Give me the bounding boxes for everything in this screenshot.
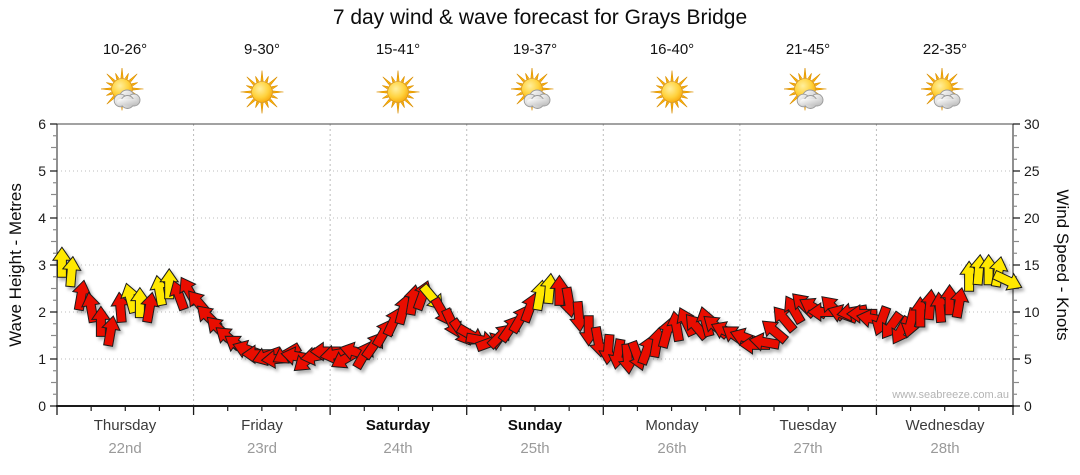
day-icon-wrap [374, 68, 422, 116]
day-temp: 10-26° [102, 41, 148, 58]
x-day-name: Wednesday [905, 417, 985, 434]
wind-arrow [90, 305, 111, 337]
right-tick-label: 25 [1024, 163, 1040, 179]
day-temp: 19-37° [512, 41, 558, 58]
left-tick-label: 3 [38, 257, 46, 273]
x-day-name: Tuesday [779, 417, 837, 434]
right-tick-label: 10 [1024, 304, 1040, 320]
wind-arrows [51, 246, 1023, 375]
right-tick-label: 15 [1024, 257, 1040, 273]
left-tick-label: 0 [38, 398, 46, 414]
wind-arrow [140, 291, 160, 324]
x-day-name: Saturday [365, 417, 431, 434]
wind-arrow [61, 255, 82, 288]
day-icon-wrap [920, 67, 969, 116]
x-day-name: Sunday [507, 417, 563, 434]
right-tick-label: 20 [1024, 210, 1040, 226]
sun-cloud-icon [920, 67, 964, 111]
right-tick-label: 5 [1024, 351, 1032, 367]
sun-icon [376, 70, 420, 114]
left-tick-label: 2 [38, 304, 46, 320]
sun-icon [650, 70, 694, 114]
x-day-date: 26th [657, 440, 687, 457]
sun-cloud-icon [510, 67, 554, 111]
x-day-date: 24th [383, 440, 413, 457]
x-day-name: Thursday [93, 417, 157, 434]
day-temp: 9-30° [243, 41, 281, 58]
wind-arrow [991, 269, 1023, 291]
x-day-name: Monday [645, 417, 699, 434]
sun-cloud-icon [100, 67, 144, 111]
wind-arrow [761, 320, 790, 345]
wind-arrow [101, 315, 121, 347]
page-title: 7 day wind & wave forecast for Grays Bri… [332, 6, 748, 29]
x-day-date: 23rd [246, 440, 278, 457]
day-icon-wrap [648, 68, 696, 116]
day-icon-wrap [783, 67, 832, 116]
day-icon-wrap [100, 67, 149, 116]
day-icon-wrap [238, 68, 286, 116]
left-tick-label: 5 [38, 163, 46, 179]
day-temp: 22-35° [922, 41, 968, 58]
day-temp: 21-45° [785, 41, 831, 58]
watermark: www.seabreeze.com.au [891, 389, 1009, 401]
x-day-date: 28th [930, 440, 960, 457]
left-tick-label: 4 [38, 210, 46, 226]
right-tick-label: 0 [1024, 398, 1032, 414]
sun-icon [240, 70, 284, 114]
x-day-date: 27th [793, 440, 823, 457]
wind-arrow [748, 332, 781, 352]
day-temp: 16-40° [649, 41, 695, 58]
sun-cloud-icon [783, 67, 827, 111]
wind-arrow [949, 286, 970, 319]
left-tick-label: 6 [38, 116, 46, 132]
day-icon-wrap [510, 67, 559, 116]
right-tick-label: 30 [1024, 116, 1040, 132]
left-tick-label: 1 [38, 351, 46, 367]
x-day-name: Friday [241, 417, 283, 434]
day-temp: 15-41° [375, 41, 421, 58]
x-day-date: 25th [520, 440, 550, 457]
x-day-date: 22nd [108, 440, 142, 457]
wind-arrow [773, 306, 798, 334]
